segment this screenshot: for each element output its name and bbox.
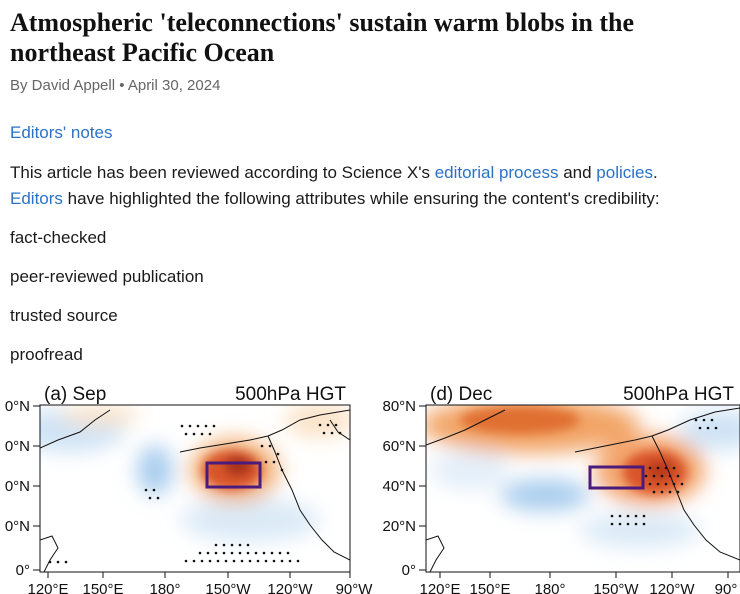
editorial-process-link[interactable]: editorial process [434,163,559,182]
x-tick-dec-6: 90° [715,581,738,594]
x-tick-dec-3: 180° [534,581,565,594]
x-tick-dec-5: 120°W [649,581,695,594]
y-tick-dec-4: 20°N [382,518,416,535]
map-panel-sep: (a) Sep 500hPa HGT [5,384,373,594]
byline: By David Appell • April 30, 2024 [10,77,220,94]
y-tick-dec-2: 60°N [382,438,416,455]
attribute-proofread: proofread [10,345,83,364]
y-tick-sep-2: 0°N [5,438,30,455]
anomaly-field-sep [40,405,350,572]
region-box-dec [588,465,645,490]
x-tick-sep-5: 120°W [267,581,313,594]
attribute-trusted-source: trusted source [10,306,118,325]
statement-text-4: have highlighted the following attribute… [62,189,660,208]
x-tick-sep-6: 90°W [336,581,374,594]
article-title: Atmospheric 'teleconnections' sustain wa… [10,8,634,67]
statement-text-2: and [558,163,597,182]
map-panel-dec: (d) Dec 500hPa HGT [382,384,740,594]
y-tick-sep-5: 0° [16,562,30,579]
editors-notes-link[interactable]: Editors' notes [10,123,113,142]
statement-text-1: This article has been reviewed according… [10,163,435,182]
byline-separator: • [119,77,125,94]
policies-link[interactable]: policies [596,163,653,182]
region-box-sep [205,461,262,489]
teleconnection-figure: (a) Sep 500hPa HGT [5,384,740,594]
x-tick-sep-1: 120°E [27,581,68,594]
x-tick-dec-4: 150°W [593,581,639,594]
panel-label-dec: (d) Dec [430,384,492,405]
panel-field-sep: 500hPa HGT [235,384,346,405]
y-tick-dec-3: 40°N [382,478,416,495]
attribute-peer-reviewed: peer-reviewed publication [10,267,204,286]
x-tick-dec-1: 120°E [419,581,460,594]
editorial-statement: This article has been reviewed according… [10,160,738,212]
panel-label-sep: (a) Sep [44,384,106,405]
x-tick-dec-2: 150°E [469,581,510,594]
attribute-fact-checked: fact-checked [10,228,107,247]
author-link[interactable]: By David Appell [10,77,116,94]
y-tick-sep-3: 0°N [5,478,30,495]
x-tick-sep-4: 150°W [205,581,251,594]
panel-field-dec: 500hPa HGT [623,384,734,405]
y-tick-sep-1: 0°N [5,398,30,415]
y-tick-dec-5: 0° [402,562,416,579]
anomaly-field-dec [426,405,740,572]
editors-link[interactable]: Editors [10,189,63,208]
y-tick-sep-4: 0°N [5,518,30,535]
y-tick-dec-1: 80°N [382,398,416,415]
x-tick-sep-3: 180° [149,581,180,594]
x-tick-sep-2: 150°E [82,581,123,594]
publish-date: April 30, 2024 [127,77,221,94]
statement-text-3: . [652,163,658,182]
